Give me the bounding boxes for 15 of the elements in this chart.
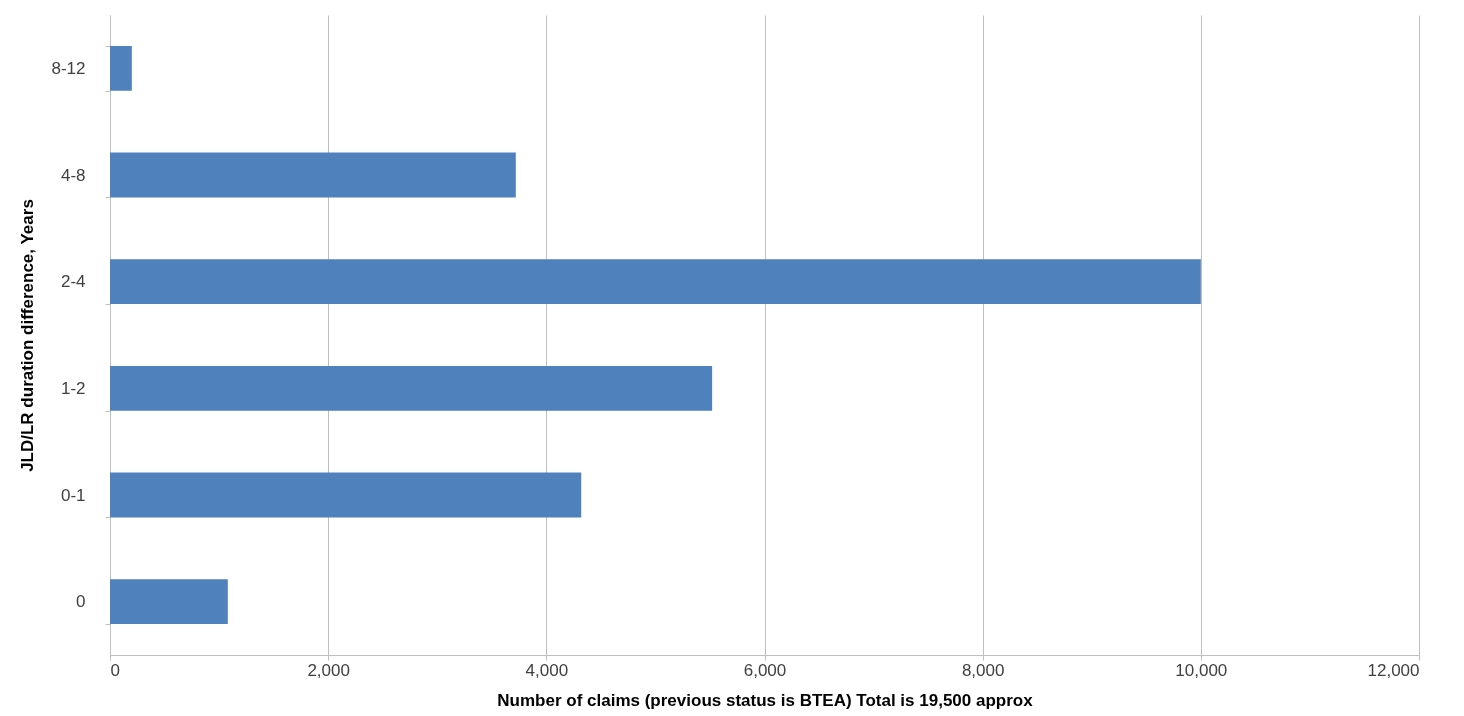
x-tick-label: 0 bbox=[110, 660, 120, 680]
y-tick-label: 1-2 bbox=[60, 378, 86, 398]
x-tick-label: 8,000 bbox=[961, 660, 1005, 680]
y-axis-title: JLD/LR duration difference, Years bbox=[18, 199, 38, 472]
y-tick-label: 0 bbox=[76, 592, 86, 612]
x-axis-title: Number of claims (previous status is BTEA) Total is 19,500 approx bbox=[497, 690, 1034, 710]
x-tick-label: 6,000 bbox=[743, 660, 787, 680]
y-tick-label: 2-4 bbox=[60, 272, 86, 292]
x-tick-label: 12,000 bbox=[1367, 660, 1420, 680]
x-tick-label: 2,000 bbox=[307, 660, 350, 680]
y-tick-label: 4-8 bbox=[60, 165, 86, 185]
x-tick-label: 10,000 bbox=[1175, 660, 1228, 680]
y-tick-label: 8-12 bbox=[51, 58, 86, 78]
y-tick-label: 0-1 bbox=[60, 485, 86, 505]
x-tick-label: 4,000 bbox=[525, 660, 569, 680]
